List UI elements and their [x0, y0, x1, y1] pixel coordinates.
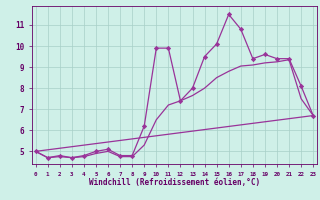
X-axis label: Windchill (Refroidissement éolien,°C): Windchill (Refroidissement éolien,°C) [89, 178, 260, 187]
